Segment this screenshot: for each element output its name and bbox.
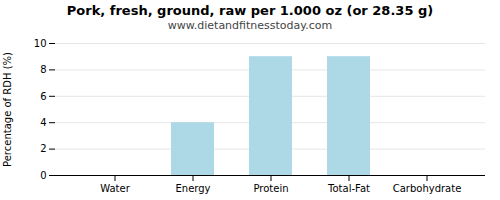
- svg-text:8: 8: [40, 64, 46, 75]
- svg-text:4: 4: [40, 117, 46, 128]
- svg-text:0: 0: [40, 170, 46, 181]
- svg-text:Water: Water: [100, 183, 130, 194]
- svg-text:6: 6: [40, 91, 46, 102]
- svg-text:10: 10: [34, 38, 47, 49]
- svg-text:Percentage of RDH (%): Percentage of RDH (%): [2, 52, 13, 167]
- svg-text:Carbohydrate: Carbohydrate: [393, 183, 462, 194]
- svg-text:2: 2: [40, 143, 46, 154]
- html-text:www.dietandfitnesstoday.com: www.dietandfitnesstoday.com: [167, 19, 333, 32]
- svg-text:Energy: Energy: [175, 183, 210, 194]
- svg-text:Protein: Protein: [253, 183, 288, 194]
- svg-text:Total-Fat: Total-Fat: [327, 183, 370, 194]
- html-text:Pork, fresh, ground, raw per 1: Pork, fresh, ground, raw per 1.000 oz (o…: [66, 3, 434, 18]
